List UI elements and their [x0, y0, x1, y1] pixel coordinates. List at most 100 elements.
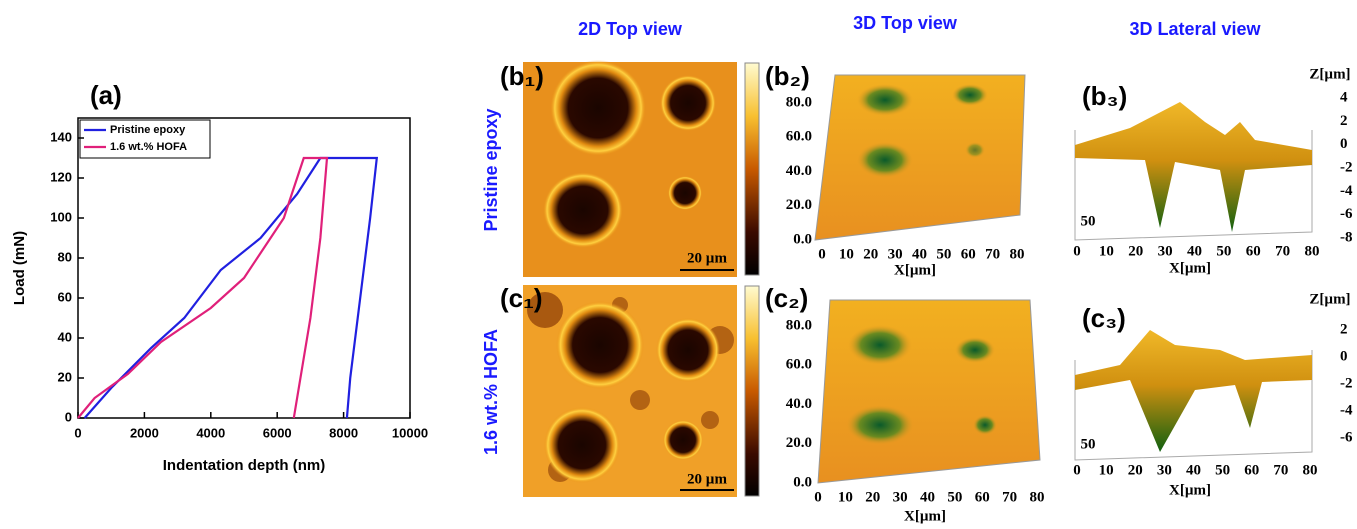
scale-bar-label: 20 µm	[687, 471, 727, 487]
x-tick-label: 4000	[196, 425, 225, 440]
axis-tick-label: 60	[975, 489, 990, 505]
x-tick-label: 8000	[329, 425, 358, 440]
y-tick-label: 100	[50, 209, 72, 224]
axis-tick-label: 80.0	[786, 317, 812, 333]
axis-label: X[µm]	[904, 508, 946, 524]
axis-tick-label: 50	[1215, 462, 1230, 478]
axis-tick-label: 20	[865, 489, 880, 505]
axis-tick-label: 70	[1273, 462, 1288, 478]
axis-tick-label: 20.0	[786, 435, 812, 451]
x-tick-label: 2000	[130, 425, 159, 440]
axis-tick-label: 60.0	[786, 357, 812, 373]
axis-tick-label: -6	[1340, 429, 1353, 445]
afm-2d-image: 20 µm	[523, 285, 737, 497]
axis-tick-label: 0.0	[793, 231, 812, 247]
axis-tick-label: 50	[936, 246, 951, 262]
axis-tick-label: 10	[838, 489, 853, 505]
axis-tick-label: 40	[912, 246, 927, 262]
axis-tick-label: 30	[893, 489, 908, 505]
axis-tick-label: 40.0	[786, 163, 812, 179]
y-tick-label: 20	[58, 369, 72, 384]
axis-tick-label: 60.0	[786, 129, 812, 145]
scale-bar-label: 20 µm	[687, 250, 727, 266]
colorbar	[745, 63, 759, 275]
axis-tick-label: 20	[863, 246, 878, 262]
panel-label: (c₂)	[765, 283, 808, 313]
panel-label: (b₃)	[1082, 81, 1127, 111]
y-tick-label: 40	[58, 329, 72, 344]
y-tick-label: 60	[58, 289, 72, 304]
axis-tick-label: 0	[818, 246, 826, 262]
axis-tick-label: 60	[1246, 243, 1261, 259]
axis-tick-label: 4	[1340, 89, 1348, 105]
y-axis-label: Load (mN)	[11, 231, 28, 305]
axis-label: X[µm]	[894, 262, 936, 278]
axis-tick-label: -4	[1340, 402, 1353, 418]
axis-tick-label: -4	[1340, 183, 1353, 199]
axis-tick-label: 30	[1158, 243, 1173, 259]
axis-tick-label: -6	[1340, 206, 1353, 222]
axis-tick-label: 30	[888, 246, 903, 262]
x-tick-label: 0	[74, 425, 81, 440]
axis-tick-label: 40	[1187, 243, 1202, 259]
axis-tick-label: 80.0	[786, 94, 812, 110]
axis-tick-label: 50	[1216, 243, 1231, 259]
afm-2d-image: 20 µm	[523, 60, 737, 277]
panel-label: (b₁)	[500, 61, 544, 91]
axis-tick-label: 60	[1244, 462, 1259, 478]
axis-tick-label: 50	[947, 489, 962, 505]
axis-tick-label: 20.0	[786, 197, 812, 213]
row-label: 1.6 wt.% HOFA	[481, 329, 501, 455]
afm-3d-lateral	[1075, 102, 1312, 240]
axis-label: X[µm]	[1169, 482, 1211, 498]
afm-3d-top	[818, 300, 1040, 483]
axis-tick-label: -8	[1340, 229, 1353, 245]
y-tick-label: 120	[50, 169, 72, 184]
panel-label: (a)	[90, 80, 122, 110]
afm-3d-top	[815, 75, 1025, 240]
axis-tick-label: 50	[1081, 436, 1096, 452]
axis-tick-label: 70	[985, 246, 1000, 262]
row-label: Pristine epoxy	[481, 108, 501, 231]
axis-tick-label: 80	[1030, 489, 1045, 505]
x-tick-label: 10000	[392, 425, 428, 440]
axis-tick-label: 20	[1128, 462, 1143, 478]
axis-tick-label: 2	[1340, 321, 1348, 337]
axis-tick-label: 10	[1099, 462, 1114, 478]
axis-tick-label: 80	[1305, 243, 1320, 259]
axis-tick-label: 0	[1340, 136, 1348, 152]
line-series	[85, 158, 377, 418]
axis-tick-label: -2	[1340, 375, 1353, 391]
afm-3d-lateral	[1075, 330, 1312, 460]
axis-tick-label: 70	[1275, 243, 1290, 259]
axis-tick-label: 10	[839, 246, 854, 262]
x-axis-label: Indentation depth (nm)	[163, 457, 325, 474]
y-tick-label: 140	[50, 129, 72, 144]
axis-tick-label: 40.0	[786, 396, 812, 412]
axis-tick-label: 30	[1157, 462, 1172, 478]
y-tick-label: 80	[58, 249, 72, 264]
line-series	[78, 158, 327, 418]
axis-tick-label: 50	[1081, 213, 1096, 229]
panel-label: (b₂)	[765, 61, 810, 91]
legend-label: Pristine epoxy	[110, 124, 186, 136]
axis-tick-label: 40	[920, 489, 935, 505]
axis-label: X[µm]	[1169, 260, 1211, 276]
axis-tick-label: 10	[1099, 243, 1114, 259]
column-header: 2D Top view	[578, 19, 683, 39]
axis-tick-label: 70	[1002, 489, 1017, 505]
axis-tick-label: 40	[1186, 462, 1201, 478]
panel-label: (c₃)	[1082, 303, 1126, 333]
axis-tick-label: 0	[814, 489, 822, 505]
axis-tick-label: 80	[1010, 246, 1025, 262]
column-header: 3D Top view	[853, 13, 958, 33]
axis-tick-label: 80	[1303, 462, 1318, 478]
axis-tick-label: 0	[1073, 462, 1081, 478]
axis-tick-label: 20	[1128, 243, 1143, 259]
axis-tick-label: 2	[1340, 113, 1348, 129]
panel-label: (c₁)	[500, 283, 543, 313]
axis-tick-label: 0	[1340, 348, 1348, 364]
legend-label: 1.6 wt.% HOFA	[110, 141, 187, 153]
axis-tick-label: 0	[1073, 243, 1081, 259]
axis-label: Z[µm]	[1309, 291, 1350, 307]
